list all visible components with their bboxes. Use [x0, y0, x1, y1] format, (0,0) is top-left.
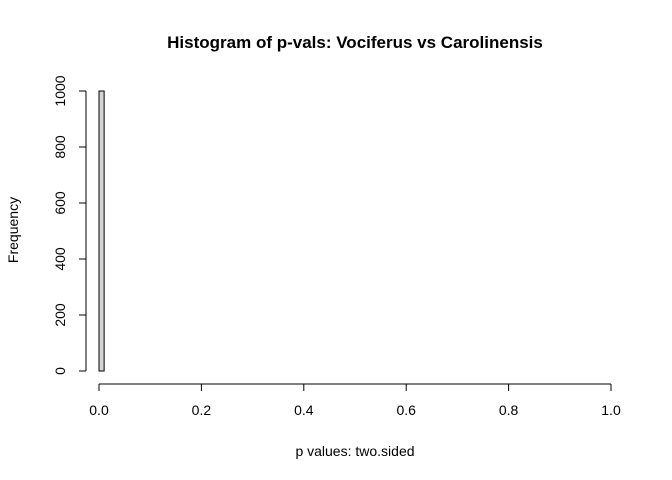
x-axis-label: p values: two.sided [295, 443, 414, 459]
y-tick-label: 800 [52, 135, 68, 159]
y-axis: 0 200 400 600 800 1000 [52, 75, 87, 375]
x-tick-label: 0.0 [89, 402, 109, 418]
x-tick-label: 0.8 [499, 402, 519, 418]
histogram-bar [98, 90, 105, 372]
chart-title: Histogram of p-vals: Vociferus vs Caroli… [167, 33, 543, 52]
x-tick-label: 1.0 [601, 402, 621, 418]
y-tick-label: 600 [52, 191, 68, 215]
y-tick-label: 200 [52, 303, 68, 327]
x-tick-label: 0.4 [294, 402, 314, 418]
y-axis-label: Frequency [5, 197, 21, 263]
y-tick-label: 1000 [52, 75, 68, 106]
y-tick-label: 400 [52, 247, 68, 271]
histogram-bars [98, 90, 105, 372]
x-tick-label: 0.6 [396, 402, 416, 418]
x-axis: 0.0 0.2 0.4 0.6 0.8 1.0 [89, 383, 621, 418]
x-tick-label: 0.2 [192, 402, 212, 418]
y-tick-label: 0 [52, 367, 68, 375]
